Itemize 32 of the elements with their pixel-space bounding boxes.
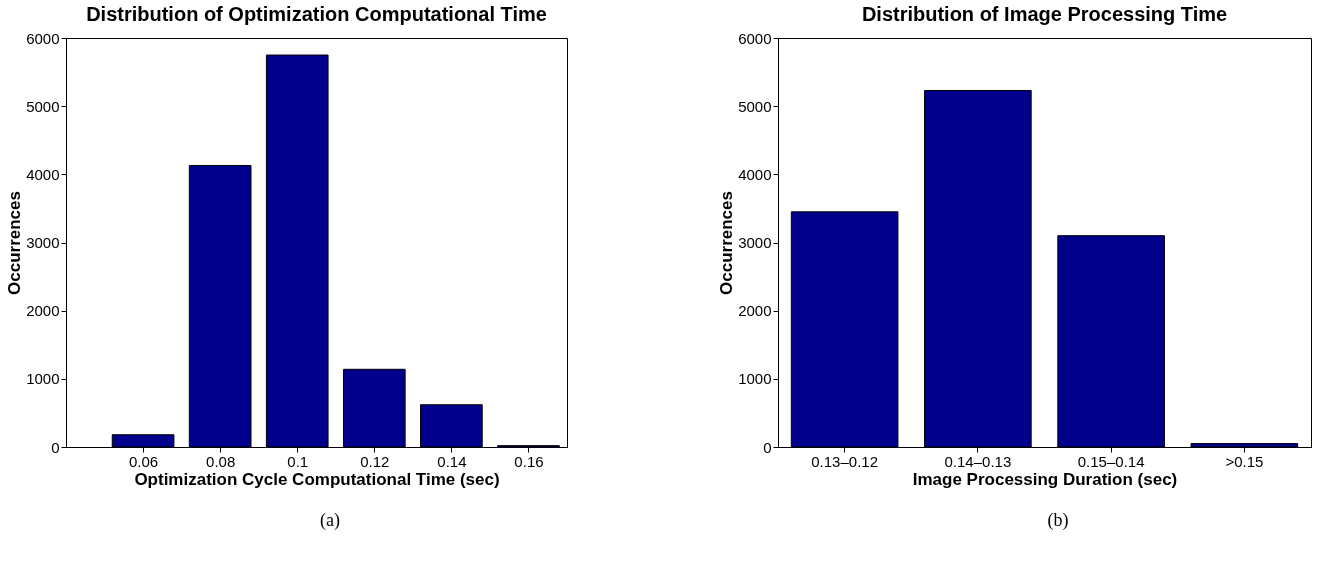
x-tick-label: 0.1 (287, 452, 309, 470)
y-tick-label: 1000 (738, 370, 772, 388)
x-axis-title: Optimization Cycle Computational Time (sec) (134, 469, 500, 489)
x-tick-label: 0.14 (437, 452, 467, 470)
y-tick-label: 3000 (738, 234, 772, 251)
text: (a) (319, 510, 341, 531)
y-tick-label: 6000 (738, 29, 772, 47)
y-tick-label: 1000 (26, 370, 60, 388)
y-tick-label: 2000 (26, 302, 60, 320)
x-tick-label: 0.13–0.12 (811, 452, 878, 470)
y-tick-label: 0 (51, 438, 60, 456)
y-tick-label: 5000 (738, 97, 772, 115)
y-tick-label: 2000 (738, 302, 772, 320)
y-tick-label: 5000 (26, 97, 60, 115)
chart-title: Distribution of Image Processing Time (861, 3, 1228, 25)
y-axis-title: Occurrences (5, 191, 25, 295)
x-tick-label: 0.12 (360, 452, 390, 470)
text: (b) (1046, 510, 1070, 531)
y-tick-label: 4000 (26, 165, 60, 183)
x-axis-title: Image Processing Duration (sec) (912, 469, 1178, 489)
y-axis-title: Occurrences (717, 191, 737, 295)
chart-title: Distribution of Optimization Computational Time (86, 3, 547, 25)
x-tick-label: 0.15–0.14 (1077, 452, 1145, 470)
y-tick-label: 4000 (738, 165, 772, 183)
x-tick-label: >0.15 (1225, 452, 1264, 470)
x-tick-label: 0.16 (514, 452, 544, 470)
y-tick-label: 6000 (26, 29, 60, 47)
x-tick-label: 0.08 (206, 452, 236, 470)
x-tick-label: 0.14–0.13 (944, 452, 1012, 470)
y-tick-label: 0 (763, 438, 772, 456)
y-tick-label: 3000 (26, 234, 60, 251)
x-tick-label: 0.06 (128, 452, 159, 470)
